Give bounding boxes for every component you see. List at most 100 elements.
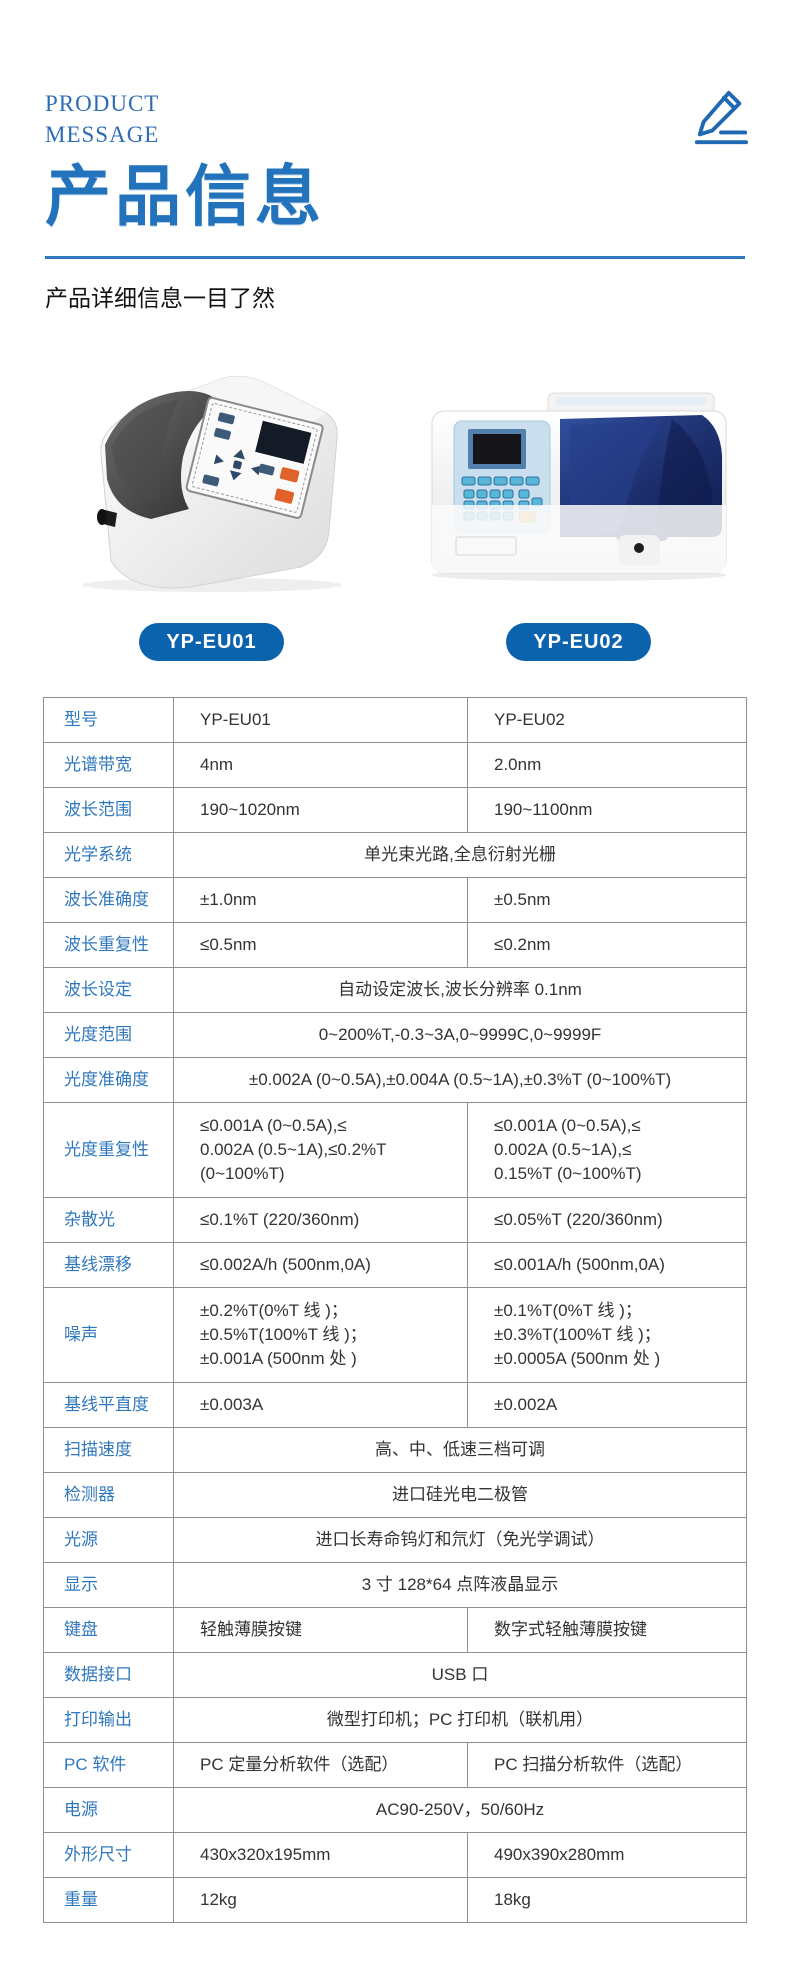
spec-value-eu01: 轻触薄膜按键 (173, 1607, 468, 1653)
spec-value-shared: 3 寸 128*64 点阵液晶显示 (173, 1562, 747, 1608)
table-row: 重量 12kg 18kg (43, 1877, 747, 1923)
spec-label: 电源 (43, 1787, 174, 1833)
spec-value-eu01: 4nm (173, 742, 468, 788)
spec-label: 数据接口 (43, 1652, 174, 1698)
spec-label: 光谱带宽 (43, 742, 174, 788)
table-row: PC 软件 PC 定量分析软件（选配） PC 扫描分析软件（选配） (43, 1742, 747, 1788)
spec-value-eu02: ≤0.05%T (220/360nm) (467, 1197, 747, 1243)
spec-value-shared: 微型打印机；PC 打印机（联机用） (173, 1697, 747, 1743)
spec-label: 重量 (43, 1877, 174, 1923)
spec-label: 打印输出 (43, 1697, 174, 1743)
spec-value-eu01: ≤0.001A (0~0.5A),≤ 0.002A (0.5~1A),≤0.2%… (173, 1102, 468, 1198)
spec-label: 键盘 (43, 1607, 174, 1653)
product-image-yp-eu01 (81, 375, 342, 592)
spec-value-eu01: ±1.0nm (173, 877, 468, 923)
eyebrow-text: PRODUCT MESSAGE (45, 88, 745, 150)
spec-label: 噪声 (43, 1287, 174, 1383)
spec-value-eu01: 190~1020nm (173, 787, 468, 833)
product-cell-yp-eu02 (395, 385, 762, 593)
spec-value-eu01: ±0.2%T(0%T 线 )； ±0.5%T(100%T 线 )； ±0.001… (173, 1287, 468, 1383)
spec-value-eu02: ±0.1%T(0%T 线 )； ±0.3%T(100%T 线 )； ±0.000… (467, 1287, 747, 1383)
product-image-yp-eu02 (430, 392, 727, 581)
spec-value-shared: 单光束光路,全息衍射光栅 (173, 832, 747, 878)
spec-value-eu02: ≤0.001A (0~0.5A),≤ 0.002A (0.5~1A),≤ 0.1… (467, 1102, 747, 1198)
table-row: 波长重复性 ≤0.5nm ≤0.2nm (43, 922, 747, 968)
spec-value-shared: USB 口 (173, 1652, 747, 1698)
spec-value-eu02: ±0.5nm (467, 877, 747, 923)
table-row: 光谱带宽 4nm 2.0nm (43, 742, 747, 788)
spec-label: 型号 (43, 697, 174, 743)
table-row: 光源 进口长寿命钨灯和氘灯（免光学调试） (43, 1517, 747, 1563)
table-row: 显示 3 寸 128*64 点阵液晶显示 (43, 1562, 747, 1608)
spec-label: 光度准确度 (43, 1057, 174, 1103)
spec-value-eu02: YP-EU02 (467, 697, 747, 743)
spec-value-eu02: ±0.002A (467, 1382, 747, 1428)
table-row: 打印输出 微型打印机；PC 打印机（联机用） (43, 1697, 747, 1743)
spec-label: 光度范围 (43, 1012, 174, 1058)
spec-label: 扫描速度 (43, 1427, 174, 1473)
spec-value-eu01: YP-EU01 (173, 697, 468, 743)
pencil-icon (694, 90, 749, 145)
spec-label: 显示 (43, 1562, 174, 1608)
table-row: 噪声 ±0.2%T(0%T 线 )； ±0.5%T(100%T 线 )； ±0.… (43, 1287, 747, 1383)
table-row: 光学系统 单光束光路,全息衍射光栅 (43, 832, 747, 878)
spec-label: 波长准确度 (43, 877, 174, 923)
table-row: 外形尺寸 430x320x195mm 490x390x280mm (43, 1832, 747, 1878)
spec-value-eu01: ≤0.5nm (173, 922, 468, 968)
spec-value-eu01: ≤0.002A/h (500nm,0A) (173, 1242, 468, 1288)
product-images-row (0, 347, 790, 593)
spec-value-eu01: 430x320x195mm (173, 1832, 468, 1878)
spec-label: 检测器 (43, 1472, 174, 1518)
spec-value-eu02: 190~1100nm (467, 787, 747, 833)
product-cell-yp-eu01 (28, 361, 395, 593)
table-row: 杂散光 ≤0.1%T (220/360nm) ≤0.05%T (220/360n… (43, 1197, 747, 1243)
table-row: 光度范围 0~200%T,-0.3~3A,0~9999C,0~9999F (43, 1012, 747, 1058)
table-row: 波长范围 190~1020nm 190~1100nm (43, 787, 747, 833)
spec-label: 光学系统 (43, 832, 174, 878)
spec-value-eu02: ≤0.001A/h (500nm,0A) (467, 1242, 747, 1288)
table-row: 检测器 进口硅光电二极管 (43, 1472, 747, 1518)
spec-table: 型号 YP-EU01 YP-EU02 光谱带宽 4nm 2.0nm 波长范围 1… (43, 697, 747, 1923)
model-pills-row: YP-EU01 YP-EU02 (0, 623, 790, 661)
model-badge-yp-eu02: YP-EU02 (506, 623, 651, 661)
spec-label: 波长范围 (43, 787, 174, 833)
spec-value-eu01: ≤0.1%T (220/360nm) (173, 1197, 468, 1243)
spec-label: 波长设定 (43, 967, 174, 1013)
table-row: 基线平直度 ±0.003A ±0.002A (43, 1382, 747, 1428)
spec-label: 光度重复性 (43, 1102, 174, 1198)
spec-value-shared: 自动设定波长,波长分辨率 0.1nm (173, 967, 747, 1013)
spec-value-shared: 进口长寿命钨灯和氘灯（免光学调试） (173, 1517, 747, 1563)
spec-value-eu02: 2.0nm (467, 742, 747, 788)
table-row: 型号 YP-EU01 YP-EU02 (43, 697, 747, 743)
blue-divider (45, 256, 745, 259)
spec-value-shared: 进口硅光电二极管 (173, 1472, 747, 1518)
model-badge-yp-eu01: YP-EU01 (139, 623, 284, 661)
spec-value-shared: ±0.002A (0~0.5A),±0.004A (0.5~1A),±0.3%T… (173, 1057, 747, 1103)
table-row: 电源 AC90-250V，50/60Hz (43, 1787, 747, 1833)
table-row: 数据接口 USB 口 (43, 1652, 747, 1698)
spec-value-eu01: 12kg (173, 1877, 468, 1923)
spec-value-eu02: 数字式轻触薄膜按键 (467, 1607, 747, 1653)
spec-label: 杂散光 (43, 1197, 174, 1243)
eyebrow-line1: PRODUCT (45, 91, 160, 116)
spec-value-eu02: 490x390x280mm (467, 1832, 747, 1878)
table-row: 波长设定 自动设定波长,波长分辨率 0.1nm (43, 967, 747, 1013)
spec-label: PC 软件 (43, 1742, 174, 1788)
table-row: 波长准确度 ±1.0nm ±0.5nm (43, 877, 747, 923)
spec-value-eu01: PC 定量分析软件（选配） (173, 1742, 468, 1788)
page-title: 产品信息 (45, 159, 325, 233)
page-header: PRODUCT MESSAGE 产品信息 (0, 0, 790, 234)
spec-value-eu02: ≤0.2nm (467, 922, 747, 968)
spec-value-eu01: ±0.003A (173, 1382, 468, 1428)
spec-label: 基线平直度 (43, 1382, 174, 1428)
spec-label: 基线漂移 (43, 1242, 174, 1288)
spec-value-eu02: 18kg (467, 1877, 747, 1923)
spec-label: 外形尺寸 (43, 1832, 174, 1878)
spec-value-eu02: PC 扫描分析软件（选配） (467, 1742, 747, 1788)
table-row: 键盘 轻触薄膜按键 数字式轻触薄膜按键 (43, 1607, 747, 1653)
pill-cell-2: YP-EU02 (395, 623, 762, 661)
spec-value-shared: 0~200%T,-0.3~3A,0~9999C,0~9999F (173, 1012, 747, 1058)
pill-cell-1: YP-EU01 (28, 623, 395, 661)
table-row: 光度准确度 ±0.002A (0~0.5A),±0.004A (0.5~1A),… (43, 1057, 747, 1103)
